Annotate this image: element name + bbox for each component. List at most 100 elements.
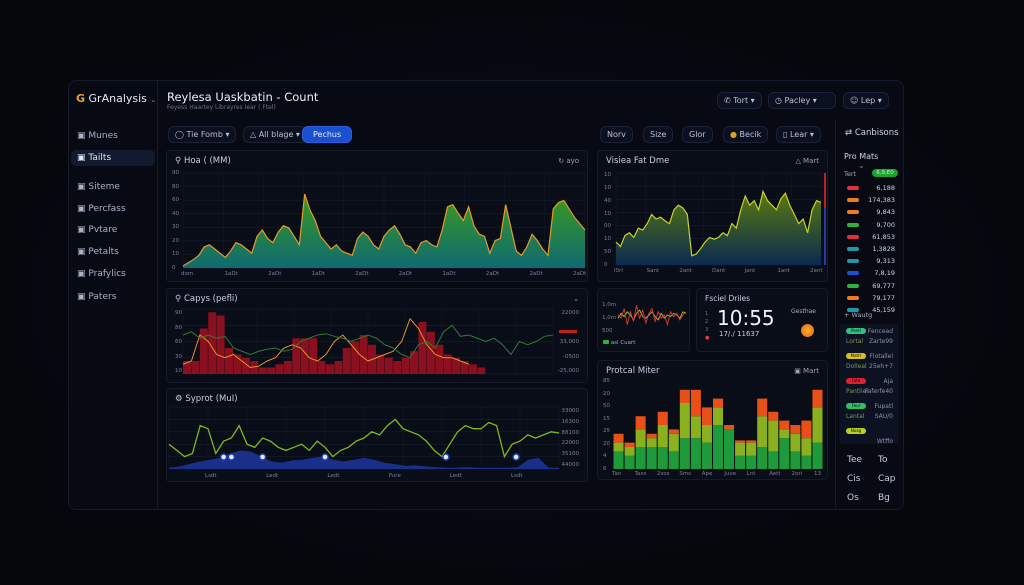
header-button-pacley[interactable]: ◷ Pacley ▾ xyxy=(768,92,836,109)
marker: 1 xyxy=(705,311,709,317)
sidebar-item-label: Petalts xyxy=(88,247,119,257)
bar xyxy=(199,328,208,374)
bar xyxy=(216,315,225,374)
header-button-tort[interactable]: ✆ Tort ▾ xyxy=(717,92,762,109)
bar-segment xyxy=(624,447,635,456)
panel-title: ⚙ Syprot (MuI) xyxy=(175,394,238,404)
bar-segment xyxy=(679,389,690,403)
bar-segment xyxy=(735,440,746,443)
bar xyxy=(460,361,469,374)
axis-tick: 80 xyxy=(172,183,179,190)
sidebar-item[interactable]: ▣ Percfass xyxy=(71,201,155,217)
sidebar-item[interactable]: ▣ Siteme xyxy=(71,179,155,195)
axis-tick: Taxs xyxy=(634,471,647,477)
axis-tick: 1,0m xyxy=(602,302,617,308)
refresh-button[interactable]: ↻ ayo xyxy=(558,157,579,165)
scale-bar xyxy=(824,173,826,265)
bar xyxy=(225,348,234,374)
green-line xyxy=(168,418,560,459)
grid-item[interactable]: To xyxy=(878,455,888,465)
chevron-down-icon[interactable]: ⌄ xyxy=(573,295,579,303)
app-logo[interactable]: G GrAnalysis ⌄ xyxy=(76,92,156,105)
axis-tick: 20 xyxy=(172,237,179,244)
total-pill: 6,9,E0 xyxy=(872,169,898,177)
sidebar-item[interactable]: ▣ Tailts xyxy=(71,150,155,166)
header-button-lep[interactable]: ☺ Lep ▾ xyxy=(843,92,889,109)
button-label: Tie Fomb xyxy=(186,130,223,139)
event-marker[interactable] xyxy=(219,453,228,461)
axis-tick: 2aDt xyxy=(398,271,413,277)
coin-icon: ● xyxy=(730,130,737,139)
metric-value[interactable]: 174,383 xyxy=(868,196,895,205)
chart-svg xyxy=(182,172,586,269)
filter-all-blage[interactable]: △ All blage ▾ xyxy=(243,126,307,143)
bar-segment xyxy=(690,389,701,417)
grid-item[interactable]: Bg xyxy=(878,493,890,503)
sidebar-item[interactable]: ▣ Munes xyxy=(71,128,155,144)
clock-time: 10:55 xyxy=(717,306,775,330)
bar xyxy=(208,312,217,374)
title-text: Canbisons xyxy=(854,128,899,138)
chart-svg xyxy=(615,172,826,266)
alert-button[interactable]: △ Mart xyxy=(795,157,819,165)
axis-tick: 1,0m xyxy=(602,315,617,321)
metric-value[interactable]: 69,777 xyxy=(872,281,895,290)
legend-swatch xyxy=(847,247,859,251)
grid-item[interactable]: Tee xyxy=(847,455,863,465)
axis-tick: 1ant xyxy=(777,268,790,274)
toolbar-size[interactable]: Size xyxy=(643,126,674,143)
grid-item[interactable]: Cap xyxy=(878,474,896,484)
axis-tick: Pure xyxy=(388,473,401,479)
panel-clock: Fsciel Driles 1 2 3 ● 10:55 17/./ 11637 Ges… xyxy=(696,288,828,352)
axis-tick: 1aDt xyxy=(224,271,238,277)
metric-value[interactable]: 79,177 xyxy=(872,293,895,302)
status-badge: Noag xyxy=(846,428,866,434)
event-marker[interactable] xyxy=(227,453,236,461)
title-text: Syprot (MuI) xyxy=(185,394,238,404)
axis-tick: 80 xyxy=(175,324,182,331)
event-marker[interactable] xyxy=(321,453,329,461)
section-dropdown[interactable]: Pro Mats ⌄ xyxy=(844,152,901,170)
title-text: Capys (pefli) xyxy=(183,294,238,304)
status-badge: Mattr xyxy=(846,353,866,359)
grid-item[interactable]: Os xyxy=(847,493,859,503)
event-marker[interactable] xyxy=(512,453,520,461)
grid-item[interactable]: Cis xyxy=(847,474,861,484)
sidebar-item[interactable]: ▣ Pvtare xyxy=(71,222,155,238)
toolbar-norv[interactable]: Norv xyxy=(600,126,633,143)
axis-tick: 90 xyxy=(175,310,182,316)
bar xyxy=(250,361,259,374)
legend-swatch xyxy=(603,340,609,344)
event-marker[interactable] xyxy=(258,453,267,461)
axis-tick: 2ori xyxy=(791,471,803,477)
bar xyxy=(435,344,444,374)
metric-value[interactable]: 1,3828 xyxy=(872,245,895,253)
toolbar-lear[interactable]: ▯ Lear ▾ xyxy=(776,126,821,143)
metric-value[interactable]: 6,188 xyxy=(876,184,895,192)
metric-value[interactable]: 9,843 xyxy=(876,208,895,217)
legend-swatch xyxy=(847,198,859,203)
axis-tick: 00 xyxy=(604,223,611,230)
export-button[interactable]: ▣ Mart xyxy=(794,367,819,375)
event-marker[interactable] xyxy=(442,453,450,461)
pechus-button[interactable]: Pechus xyxy=(302,126,353,143)
axis-tick: 10 xyxy=(172,251,179,258)
metric-value[interactable]: 61,853 xyxy=(872,232,895,241)
area-fill xyxy=(616,191,821,265)
filter-tie-fomb[interactable]: ◯ Tie Fomb ▾ xyxy=(168,126,237,143)
badge-text: Aja xyxy=(883,378,893,385)
metric-value[interactable]: 9,313 xyxy=(876,257,895,266)
metric-value[interactable]: 9,700 xyxy=(876,220,895,229)
metric-value[interactable]: 45,159 xyxy=(872,306,895,314)
sidebar-item[interactable]: ▣ Petalts xyxy=(71,244,155,260)
axis-tick: 20 xyxy=(603,390,610,397)
metric-value[interactable]: 7,8,19 xyxy=(874,269,895,278)
toolbar-becik[interactable]: ● Becik xyxy=(723,126,769,143)
legend-swatch xyxy=(847,271,859,276)
toolbar-glor[interactable]: Glor xyxy=(682,126,713,143)
series-line xyxy=(615,189,822,257)
axis-tick: l0rI xyxy=(614,268,623,274)
sidebar-item[interactable]: ▣ Paters xyxy=(71,289,155,305)
sidebar-item[interactable]: ▣ Prafylics xyxy=(71,266,155,282)
bar-segment xyxy=(812,442,823,469)
